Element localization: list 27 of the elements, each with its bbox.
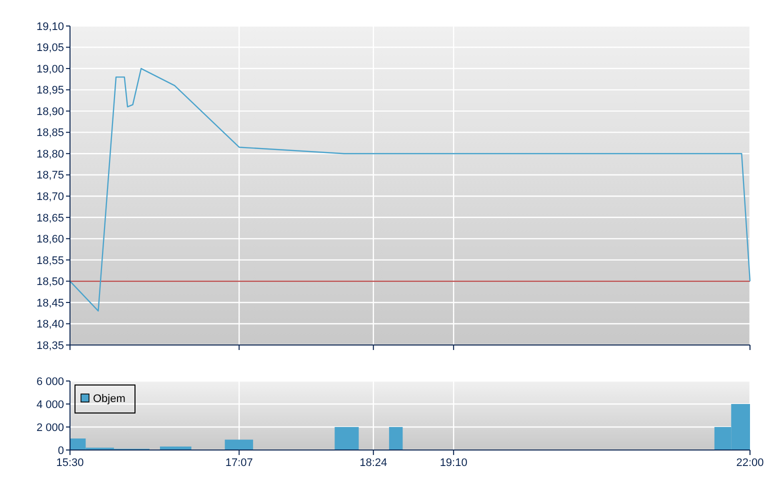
x-tick-label: 17:07 (225, 457, 253, 469)
y-tick-label: 19,05 (36, 42, 64, 54)
y-tick-label: 18,80 (36, 148, 64, 160)
y-tick-label: 18,70 (36, 190, 64, 203)
y-tick-label: 18,75 (36, 170, 64, 182)
x-tick-label: 18:24 (360, 457, 388, 469)
y-tick-label: 19,10 (36, 20, 64, 33)
y-tick-label: 4 000 (36, 398, 64, 411)
y-tick-label: 18,65 (36, 212, 64, 224)
y-tick-label: 18,95 (36, 84, 64, 97)
y-tick-label: 6 000 (36, 376, 64, 388)
y-tick-label: 18,60 (36, 234, 64, 246)
legend-label: Objem (93, 393, 126, 405)
y-tick-label: 2 000 (36, 422, 64, 434)
x-tick-label: 15:30 (56, 457, 84, 469)
y-tick-label: 18,85 (36, 127, 64, 140)
x-tick-label: 19:10 (440, 457, 468, 469)
y-tick-label: 0 (58, 444, 64, 457)
y-tick-label: 18,50 (36, 276, 64, 288)
y-tick-label: 18,35 (36, 340, 64, 352)
y-tick-label: 18,40 (36, 318, 64, 331)
line-series (69, 68, 751, 312)
y-tick-label: 18,90 (36, 106, 64, 118)
y-tick-label: 18,45 (36, 297, 64, 310)
x-tick-label: 22:00 (736, 457, 764, 469)
y-tick-label: 19,00 (36, 63, 64, 76)
y-tick-label: 18,55 (36, 254, 64, 267)
